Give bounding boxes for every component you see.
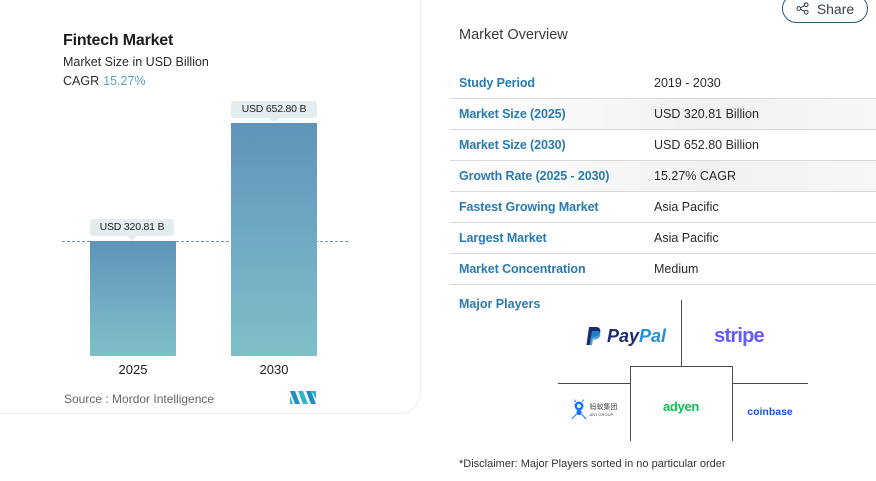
ant-mascot-icon bbox=[571, 399, 586, 420]
row-key: Largest Market bbox=[459, 231, 547, 245]
paypal-text-pal: Pal bbox=[639, 325, 667, 346]
row-key: Market Size (2025) bbox=[459, 107, 566, 121]
row-value: USD 652.80 Billion bbox=[654, 138, 759, 152]
major-players-label: Major Players bbox=[459, 297, 541, 311]
paypal-text-pay: Pay bbox=[606, 325, 639, 346]
stripe-logo: stripe bbox=[714, 324, 764, 347]
share-label: Share bbox=[816, 0, 855, 17]
paypal-logo: PayPal bbox=[580, 322, 672, 350]
adyen-logo: adyen bbox=[662, 398, 700, 414]
cagr-row: CAGR 15.27% bbox=[63, 74, 146, 88]
cagr-label: CAGR bbox=[63, 74, 100, 88]
mordor-intelligence-logo-icon bbox=[290, 391, 316, 404]
players-divider bbox=[681, 300, 682, 367]
chart-source: Source : Mordor Intelligence bbox=[64, 392, 215, 406]
row-value: Asia Pacific bbox=[654, 231, 719, 245]
x-tick-2025: 2025 bbox=[118, 362, 148, 377]
market-overview-table: Study Period 2019 - 2030 Market Size (20… bbox=[450, 68, 876, 285]
bar-2030 bbox=[231, 123, 317, 356]
row-key: Market Size (2030) bbox=[459, 138, 566, 152]
coinbase-logo: coinbase bbox=[747, 406, 793, 418]
row-key: Study Period bbox=[459, 76, 535, 90]
row-key: Fastest Growing Market bbox=[459, 200, 599, 214]
bar-2025 bbox=[90, 241, 176, 356]
row-value: Medium bbox=[654, 262, 699, 276]
row-value: 15.27% CAGR bbox=[654, 169, 736, 183]
ant-group-logo: 蚂蚁集团 ANT GROUP bbox=[568, 396, 620, 424]
row-key: Market Concentration bbox=[459, 262, 586, 276]
table-row: Market Concentration Medium bbox=[450, 254, 876, 285]
x-tick-2030: 2030 bbox=[259, 362, 289, 377]
table-row: Market Size (2030) USD 652.80 Billion bbox=[450, 130, 876, 161]
share-button[interactable]: Share bbox=[782, 0, 868, 23]
players-divider bbox=[630, 366, 732, 367]
players-divider bbox=[558, 383, 630, 384]
row-value: USD 320.81 Billion bbox=[654, 107, 759, 121]
players-divider bbox=[732, 383, 808, 384]
ant-group-cn-text: 蚂蚁集团 bbox=[589, 403, 618, 411]
disclaimer-text: *Disclaimer: Major Players sorted in no … bbox=[459, 458, 726, 470]
share-icon bbox=[796, 2, 809, 15]
table-row: Growth Rate (2025 - 2030) 15.27% CAGR bbox=[450, 161, 876, 192]
chart-subtitle: Market Size in USD Billion bbox=[63, 55, 209, 69]
chart-card bbox=[0, 0, 421, 414]
row-value: Asia Pacific bbox=[654, 200, 719, 214]
row-key: Growth Rate (2025 - 2030) bbox=[459, 169, 610, 183]
cagr-value: 15.27% bbox=[103, 74, 146, 88]
paypal-mark-icon bbox=[586, 327, 601, 345]
table-row: Market Size (2025) USD 320.81 Billion bbox=[450, 99, 876, 130]
table-row: Fastest Growing Market Asia Pacific bbox=[450, 192, 876, 223]
market-overview-title: Market Overview bbox=[459, 27, 568, 43]
row-value: 2019 - 2030 bbox=[654, 76, 721, 90]
table-row: Largest Market Asia Pacific bbox=[450, 223, 876, 254]
ant-group-en-text: ANT GROUP bbox=[589, 411, 614, 417]
players-divider bbox=[732, 366, 733, 441]
bar-value-label-2025: USD 320.81 B bbox=[90, 219, 174, 241]
chart-title: Fintech Market bbox=[63, 32, 174, 49]
players-divider bbox=[630, 366, 631, 441]
table-row: Study Period 2019 - 2030 bbox=[450, 68, 876, 99]
reference-dashed-line bbox=[62, 241, 348, 242]
bar-value-label-2030: USD 652.80 B bbox=[231, 101, 317, 123]
